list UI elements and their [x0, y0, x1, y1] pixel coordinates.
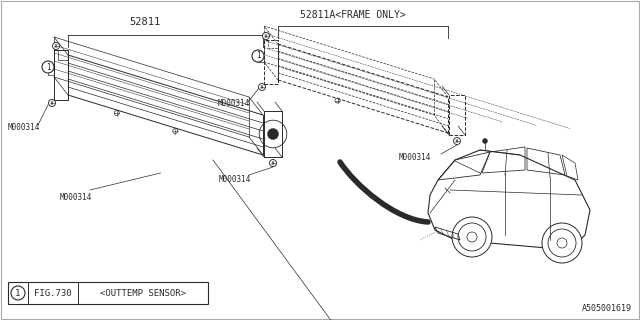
Text: 52811A<FRAME ONLY>: 52811A<FRAME ONLY> [300, 10, 406, 20]
Circle shape [252, 50, 264, 62]
Circle shape [483, 139, 488, 143]
Text: 1: 1 [15, 289, 20, 298]
Text: 1: 1 [45, 62, 51, 71]
Bar [8, 282, 208, 304]
Circle shape [42, 61, 54, 73]
Circle shape [259, 84, 266, 91]
Circle shape [49, 100, 56, 107]
Text: M000314: M000314 [219, 174, 252, 183]
Text: M000314: M000314 [60, 194, 92, 203]
Circle shape [52, 43, 60, 50]
Text: 52811: 52811 [129, 17, 161, 27]
Circle shape [454, 138, 461, 145]
Circle shape [262, 33, 269, 39]
Text: M000314: M000314 [218, 100, 250, 108]
Text: M000314: M000314 [8, 123, 40, 132]
Text: M000314: M000314 [399, 154, 431, 163]
Text: A505001619: A505001619 [582, 304, 632, 313]
Text: FIG.730: FIG.730 [34, 289, 72, 298]
Circle shape [268, 128, 278, 140]
Circle shape [452, 217, 492, 257]
Text: <OUTTEMP SENSOR>: <OUTTEMP SENSOR> [100, 289, 186, 298]
Text: 1: 1 [256, 52, 260, 60]
Circle shape [269, 159, 276, 166]
Circle shape [542, 223, 582, 263]
